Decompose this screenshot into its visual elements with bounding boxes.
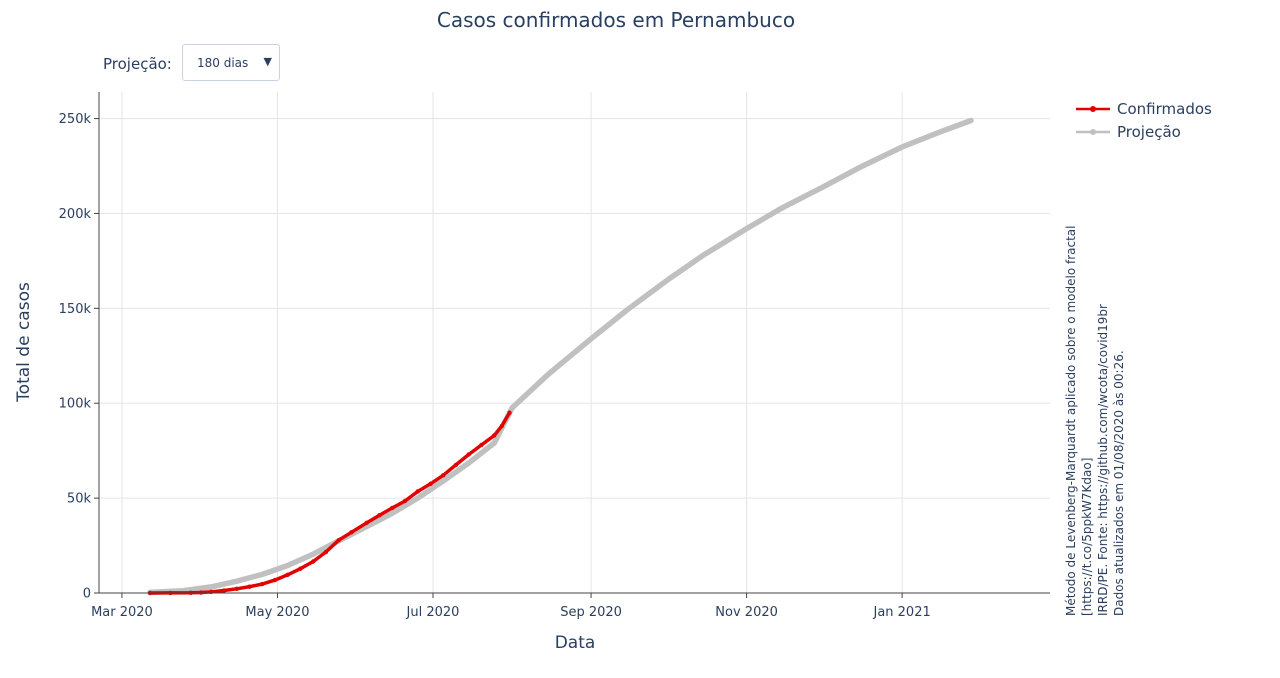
legend: Confirmados Projeção [1076, 100, 1212, 141]
grid-layer [99, 92, 1050, 593]
note-line: Dados atualizados em 01/08/2020 às 00:26… [1112, 350, 1126, 616]
y-axis-title: Total de casos [14, 282, 34, 403]
y-tick-label: 200k [59, 207, 92, 222]
data-point-confirmados [377, 512, 382, 518]
data-point-confirmados [453, 462, 459, 468]
data-point-confirmados [440, 473, 446, 478]
note: Método de Levenberg-Marquardt aplicado s… [1064, 226, 1126, 616]
x-tick-label: Mar 2020 [91, 605, 153, 620]
chart-title: Casos confirmados em Pernambuco [436, 8, 796, 32]
data-point-confirmados [349, 530, 354, 535]
data-point-confirmados [310, 559, 316, 564]
legend-confirmados-marker [1090, 106, 1096, 112]
data-point-confirmados [247, 584, 252, 589]
projection-dropdown[interactable]: 180 dias ▼ [182, 44, 280, 81]
x-tick-label: Sep 2020 [560, 605, 622, 620]
caret-down-icon: ▼ [263, 55, 272, 68]
data-point-confirmados [390, 505, 395, 511]
y-tick-label: 100k [59, 397, 92, 412]
projection-dropdown-value: 180 dias [197, 56, 249, 70]
data-point-confirmados [499, 423, 505, 429]
data-point-confirmados [491, 433, 497, 438]
y-tick-label: 250k [59, 112, 92, 127]
y-tick-label: 150k [59, 302, 92, 317]
data-point-confirmados [364, 520, 369, 525]
note-line: [https://t.co/5ppkW7Kdao] [1080, 458, 1094, 616]
x-tick-label: Nov 2020 [715, 605, 778, 620]
data-point-confirmados [259, 581, 265, 587]
x-tick-label: Jul 2020 [406, 605, 460, 620]
data-point-confirmados [285, 572, 290, 577]
data-point-confirmados [272, 577, 278, 583]
data-point-confirmados [221, 588, 227, 593]
data-point-confirmados [323, 549, 329, 555]
data-point-confirmados [415, 489, 420, 494]
legend-projecao-label: Projeção [1117, 123, 1181, 141]
data-point-confirmados [336, 538, 341, 543]
x-axis-title: Data [555, 633, 596, 653]
series-line-confirmados [148, 410, 512, 595]
legend-projecao-marker [1090, 129, 1096, 135]
data-point-confirmados [479, 442, 484, 448]
data-point-confirmados [428, 481, 433, 487]
y-tick-label: 50k [67, 492, 92, 507]
axis-layer: Mar 2020 May 2020 Jul 2020 Sep 2020 Nov 2020… [59, 92, 1050, 620]
projection-label: Projeção: [103, 55, 172, 73]
data-point-confirmados [402, 498, 408, 504]
note-line: Método de Levenberg-Marquardt aplicado s… [1064, 226, 1078, 616]
series-line-projecao [147, 117, 974, 596]
y-tick-label: 0 [83, 587, 91, 602]
x-tick-label: Jan 2021 [872, 605, 930, 620]
data-point-confirmados [466, 452, 471, 457]
data-point-confirmados [507, 410, 512, 415]
data-point-confirmados [234, 586, 239, 592]
data-point-confirmados [298, 566, 303, 571]
note-line: IRRD/PE. Fonte: https://github.com/wcota… [1096, 304, 1110, 616]
legend-confirmados-label: Confirmados [1117, 100, 1212, 118]
series-layer [147, 117, 974, 596]
x-tick-label: May 2020 [245, 605, 309, 620]
